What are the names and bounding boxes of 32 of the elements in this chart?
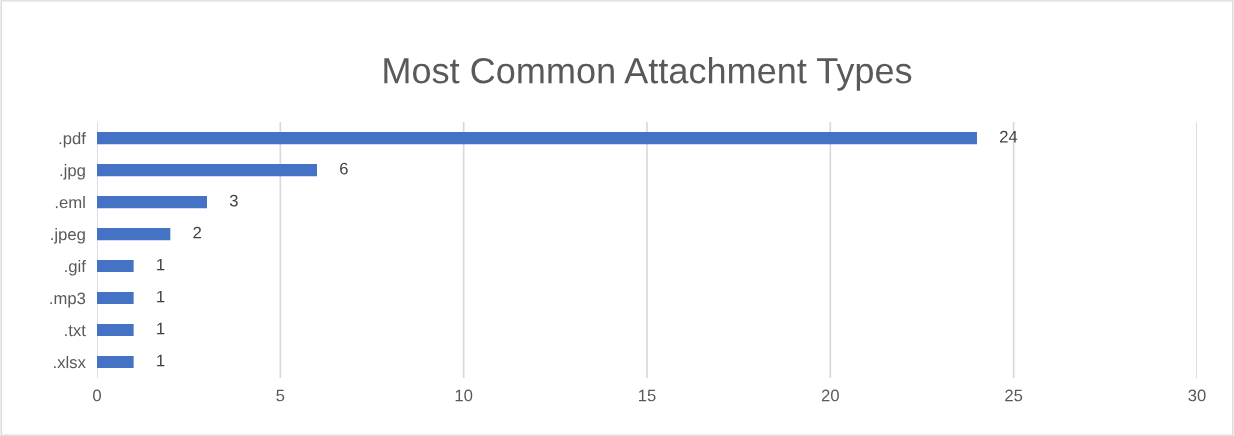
bar: [96, 259, 134, 273]
y-tick-label: .pdf: [59, 132, 86, 148]
x-tick-label: 25: [1005, 389, 1023, 402]
data-label: 1: [157, 354, 165, 367]
data-label: 2: [193, 226, 201, 239]
data-label: 6: [340, 162, 348, 175]
y-tick-label: .jpeg: [51, 228, 85, 244]
bar: [96, 355, 134, 369]
data-label: 1: [157, 322, 165, 335]
bar: [96, 163, 317, 177]
y-tick-label: .txt: [65, 325, 86, 337]
y-tick-label: .gif: [65, 260, 86, 276]
y-tick-label: .eml: [55, 196, 85, 209]
y-tick-label: .xlsx: [54, 355, 86, 369]
data-label: 1: [157, 258, 165, 271]
x-tick-label: 10: [455, 389, 473, 402]
y-tick-label: .jpg: [60, 164, 85, 180]
x-tick-label: 0: [93, 389, 101, 402]
x-tick-label: 5: [276, 389, 285, 402]
x-tick-label: 30: [1188, 389, 1206, 402]
bar: [96, 291, 134, 305]
data-label: 24: [1000, 130, 1018, 143]
y-tick-label: .mp3: [50, 292, 86, 308]
x-tick-label: 20: [821, 389, 839, 402]
data-label: 3: [229, 194, 238, 207]
bar: [96, 132, 977, 145]
bar: [96, 227, 171, 241]
data-label: 1: [157, 290, 165, 303]
bar: [96, 323, 134, 337]
chart-title: Most Common Attachment Types: [384, 57, 912, 91]
x-tick-label: 15: [638, 389, 656, 402]
bar: [96, 195, 207, 209]
